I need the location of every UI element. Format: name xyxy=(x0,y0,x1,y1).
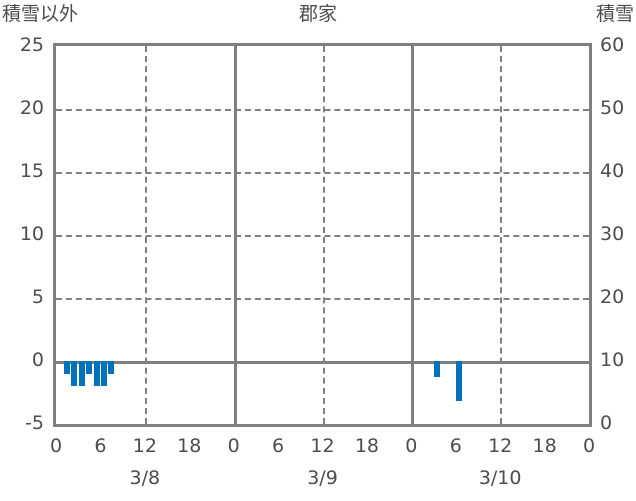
left-axis-caption: 積雪以外 xyxy=(2,3,79,25)
x-axis-tick-label: 18 xyxy=(354,435,379,457)
x-axis-tick-label: 18 xyxy=(532,435,557,457)
right-axis-caption: 積雪 xyxy=(595,3,634,25)
x-axis-day-label: 3/10 xyxy=(478,467,522,489)
x-axis-tick-label: 12 xyxy=(310,435,335,457)
bar xyxy=(93,361,100,387)
x-axis-tick-label: 12 xyxy=(132,435,157,457)
x-axis-tick-label: 6 xyxy=(94,435,107,457)
x-axis-tick-label: 6 xyxy=(272,435,285,457)
left-axis-tick-label: 20 xyxy=(19,97,44,119)
left-axis-tick-label: 25 xyxy=(19,34,44,56)
bar xyxy=(456,361,463,402)
bar xyxy=(108,361,115,374)
x-axis-tick-label: 18 xyxy=(177,435,202,457)
plot-inner xyxy=(56,46,589,424)
day-separator-line xyxy=(411,46,415,424)
right-axis-tick-label: 20 xyxy=(600,286,625,308)
right-axis-tick-label: 50 xyxy=(600,97,625,119)
chart-title: 郡家 xyxy=(298,3,337,25)
bar xyxy=(71,361,78,387)
x-axis-tick-label: 12 xyxy=(488,435,513,457)
x-axis-tick-label: 0 xyxy=(405,435,418,457)
left-axis-tick-label: 15 xyxy=(19,160,44,182)
x-axis-day-label: 3/9 xyxy=(307,467,338,489)
x-axis-tick-label: 0 xyxy=(582,435,596,457)
right-axis-tick-label: 40 xyxy=(600,160,625,182)
day-separator-line xyxy=(233,46,237,424)
vertical-gridline xyxy=(322,46,325,424)
plot-area xyxy=(53,43,592,427)
right-axis-tick-label: 30 xyxy=(600,223,625,245)
vertical-gridline xyxy=(500,46,503,424)
bar xyxy=(86,361,93,374)
right-axis-tick-label: 60 xyxy=(600,34,625,56)
bar xyxy=(100,361,107,387)
x-axis-day-label: 3/8 xyxy=(129,467,161,489)
left-axis-tick-label: 10 xyxy=(19,223,44,245)
bar xyxy=(434,361,441,378)
bar xyxy=(78,361,85,387)
zero-baseline xyxy=(56,361,589,364)
x-axis-tick-label: 0 xyxy=(227,435,240,457)
left-axis-tick-label: 5 xyxy=(31,286,44,308)
x-axis-tick-label: 6 xyxy=(449,435,462,457)
bar xyxy=(63,361,70,374)
vertical-gridline xyxy=(144,46,147,424)
x-axis-tick-label: 0 xyxy=(49,435,63,457)
left-axis-tick-label: 0 xyxy=(31,349,44,371)
right-axis-tick-label: 0 xyxy=(600,412,613,434)
right-axis-tick-label: 10 xyxy=(600,349,625,371)
left-axis-tick-label: -5 xyxy=(25,412,44,434)
